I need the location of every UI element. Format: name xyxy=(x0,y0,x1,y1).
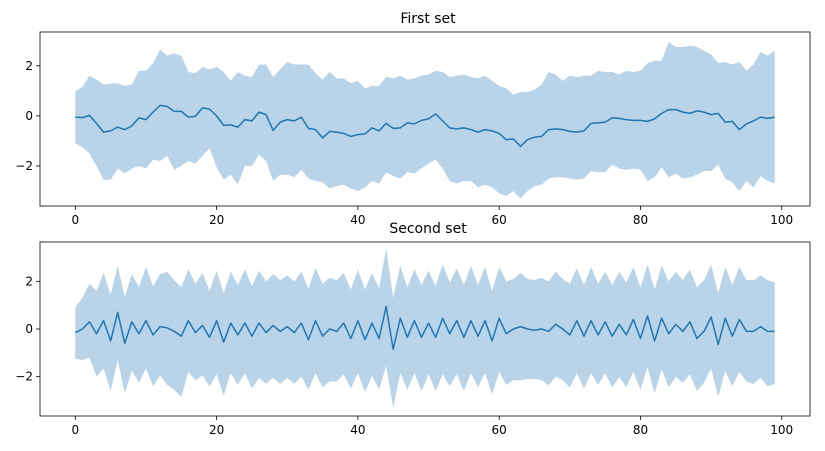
x-axis: 0 20 40 60 80 100 xyxy=(72,416,793,437)
y-axis: −2 0 2 xyxy=(15,59,40,173)
x-tick-label: 60 xyxy=(492,423,507,437)
x-tick-label: 0 xyxy=(72,423,80,437)
chart-first-set: First set 0 20 40 60 80 100 −2 0 2 xyxy=(15,11,811,227)
x-tick-label: 80 xyxy=(633,213,648,227)
x-tick-label: 20 xyxy=(209,213,224,227)
x-tick-label: 80 xyxy=(633,423,648,437)
y-tick-label: 0 xyxy=(25,109,33,123)
mean-line xyxy=(75,104,775,148)
x-axis: 0 20 40 60 80 100 xyxy=(72,206,793,227)
x-tick-label: 100 xyxy=(770,423,793,437)
confidence-band xyxy=(75,247,775,408)
chart-second-set: Second set 0 20 40 60 80 100 −2 0 2 xyxy=(15,221,811,437)
y-tick-label: −2 xyxy=(15,370,33,384)
x-tick-label: 0 xyxy=(72,213,80,227)
plot-frame xyxy=(39,31,811,207)
x-tick-label: 40 xyxy=(350,213,365,227)
mean-line xyxy=(74,305,775,351)
y-axis: −2 0 2 xyxy=(15,274,40,384)
chart-title: Second set xyxy=(389,221,467,237)
chart-title: First set xyxy=(400,11,456,27)
y-tick-label: 2 xyxy=(25,59,33,73)
y-tick-label: 2 xyxy=(25,274,33,288)
x-tick-label: 100 xyxy=(770,213,793,227)
y-tick-label: −2 xyxy=(15,159,33,173)
x-tick-label: 60 xyxy=(492,213,507,227)
x-tick-label: 20 xyxy=(209,423,224,437)
x-tick-label: 40 xyxy=(350,423,365,437)
y-tick-label: 0 xyxy=(25,322,33,336)
